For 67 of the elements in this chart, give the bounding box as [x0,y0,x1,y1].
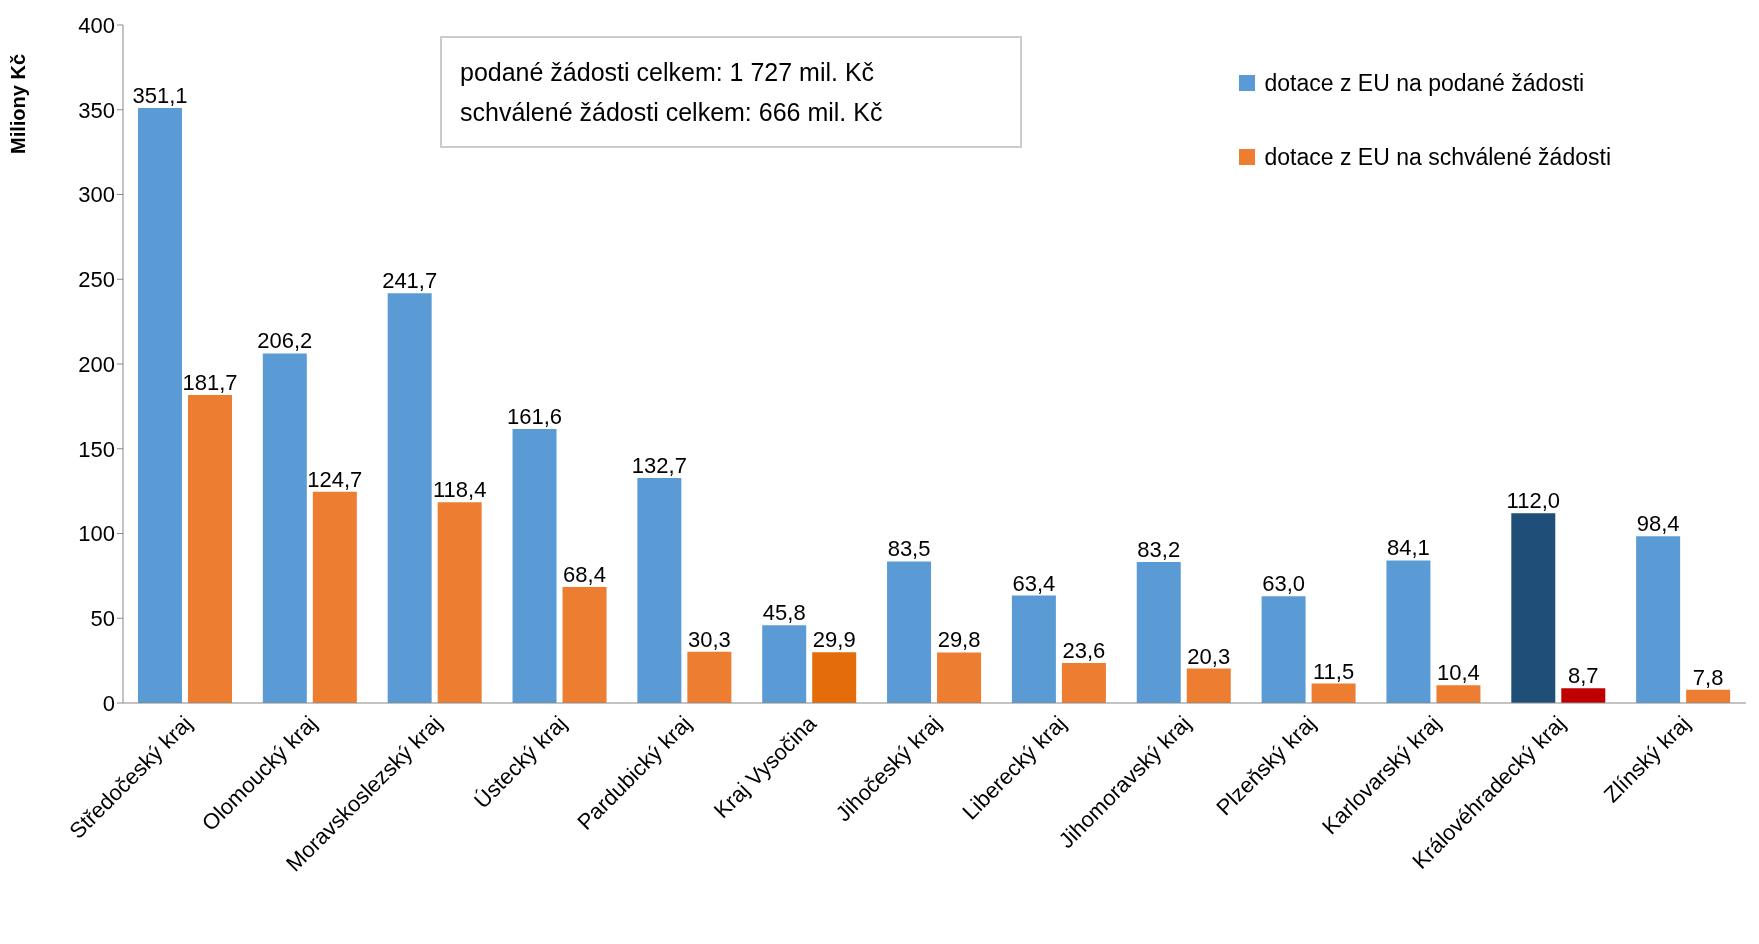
data-label: 161,6 [506,404,563,430]
data-label: 30,3 [687,626,731,652]
bar [562,587,607,703]
data-label: 206,2 [257,328,313,354]
data-label: 20,3 [1187,643,1231,669]
bar [387,293,432,703]
data-label: 241,7 [382,268,438,294]
data-label: 351,1 [132,82,188,108]
data-label: 10,4 [1437,660,1480,686]
bar [312,491,357,703]
bar [1636,536,1681,703]
data-label: 181,7 [182,370,238,396]
legend-label: dotace z EU na podané žádosti [1264,69,1585,97]
y-tick-label: 150 [78,436,115,462]
data-label: 124,7 [307,466,363,492]
bar [637,478,682,703]
bar [1261,596,1306,703]
bar [1511,513,1556,703]
bar [1011,595,1056,703]
bar [1561,688,1606,703]
data-label: 23,6 [1062,638,1106,663]
bar [1436,685,1481,703]
bar [187,395,232,703]
y-tick-label: 200 [78,351,115,377]
text-box: podané žádosti celkem: 1 727 mil. Kč schválené žádosti celkem: 666 mil. Kč [440,36,1022,148]
bar [262,353,307,703]
bar [1311,683,1356,703]
bar [1136,561,1181,703]
bar [437,502,482,703]
data-label: 98,4 [1636,511,1680,537]
y-tick-label: 300 [78,182,115,208]
y-axis-title: Miliony Kč [7,53,30,155]
bar [512,429,557,703]
y-tick-label: 50 [90,606,115,632]
bar [812,652,857,703]
data-label: 68,4 [563,562,606,588]
data-label: 45,8 [762,600,806,626]
bar [1186,668,1231,703]
data-label: 84,1 [1387,535,1430,561]
bar [762,625,807,703]
bar [687,651,732,703]
annotation: schválené žádosti celkem: 666 mil. Kč [460,97,884,128]
data-label: 83,2 [1137,536,1181,562]
data-label: 112,0 [1506,488,1560,514]
data-label: 8,7 [1567,663,1599,689]
bar [937,652,982,703]
bar [1061,663,1106,703]
bar [137,107,182,703]
data-label: 132,7 [631,453,687,479]
y-tick-label: 250 [78,267,115,293]
data-label: 11,5 [1313,658,1355,684]
data-label: 63,4 [1012,570,1056,596]
y-tick-label: 350 [78,97,115,123]
y-tick-label: 400 [78,12,115,38]
data-label: 7,8 [1692,664,1724,690]
y-tick-label: 100 [78,521,115,547]
bar [1386,560,1431,703]
legend-label: dotace z EU na schválené žádosti [1264,143,1611,171]
data-label: 29,9 [812,627,856,653]
bar [1686,689,1731,703]
annotation: podané žádosti celkem: 1 727 mil. Kč [460,57,876,88]
data-label: 63,0 [1262,571,1306,597]
data-label: 29,8 [937,627,981,653]
bar [887,561,932,703]
data-label: 83,5 [887,536,931,562]
data-label: 118,4 [432,477,487,503]
y-tick-label: 0 [102,690,115,716]
